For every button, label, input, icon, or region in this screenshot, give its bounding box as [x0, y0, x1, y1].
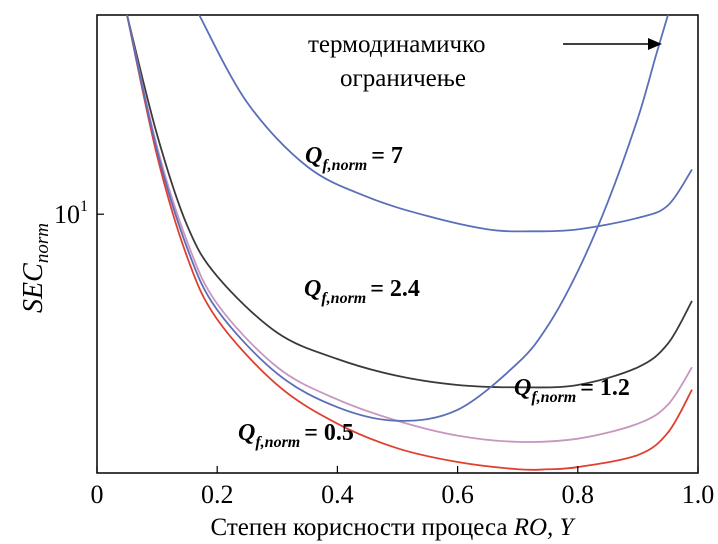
y-axis-label-sub: norm [32, 223, 53, 263]
x-tick-label-2: 0.4 [321, 480, 354, 509]
annotation-q05-value: = 0.5 [304, 420, 354, 446]
annotation-q05: Qf,norm = 0.5 [238, 420, 354, 451]
annotation-q05-sub: f,norm [255, 434, 300, 451]
annotation-q7: Qf,norm = 7 [305, 143, 403, 174]
limit-arrow-head [648, 38, 662, 50]
y-axis-label: SECnorm [18, 223, 53, 313]
y-axis-label-main: SEC [18, 263, 49, 313]
annotation-q7-sub: f,norm [322, 157, 367, 174]
series-line-4 [126, 15, 693, 471]
x-axis-label: Степен корисности процеса RO, Y [211, 514, 577, 541]
y-tick-base: 10 [54, 200, 80, 229]
annotation-q24-sub: f,norm [321, 290, 366, 307]
limit-label-line1: термодинамичко [308, 31, 485, 58]
plot-frame [96, 14, 699, 474]
annotation-q7-value: = 7 [371, 143, 403, 169]
annotation-q12: Qf,norm = 1.2 [514, 375, 630, 406]
y-tick-10: 101 [54, 198, 104, 229]
annotation-q24-value: = 2.4 [370, 276, 420, 302]
annotation-q12-sub: f,norm [531, 389, 576, 406]
y-tick-label: 101 [54, 198, 88, 229]
series-line-1 [198, 15, 693, 233]
x-tick-label-0: 0 [91, 480, 104, 509]
limit-label-line2: ограничење [340, 65, 466, 92]
x-axis-label-var: RO, Y [513, 514, 577, 541]
x-tick-label-4: 0.8 [562, 480, 595, 509]
annotation-q24: Qf,norm = 2.4 [304, 276, 420, 307]
series-line-2 [126, 15, 693, 389]
x-tick-label-1: 0.2 [201, 480, 234, 509]
annotation-q24-symbol: Q [304, 276, 321, 302]
series-line-5 [126, 15, 669, 422]
series-group [126, 15, 693, 471]
annotation-q12-symbol: Q [514, 375, 531, 401]
annotation-q05-symbol: Q [238, 420, 255, 446]
x-tick-label-5: 1.0 [682, 480, 715, 509]
x-axis-label-main: Степен корисности процеса [211, 514, 514, 541]
series-line-3 [126, 15, 693, 443]
x-ticks: 0 0.2 0.4 0.6 0.8 1.0 [91, 466, 715, 509]
annotation-q7-symbol: Q [305, 143, 322, 169]
y-tick-exponent: 1 [80, 198, 88, 215]
annotation-q12-value: = 1.2 [580, 375, 630, 401]
x-tick-label-3: 0.6 [441, 480, 474, 509]
